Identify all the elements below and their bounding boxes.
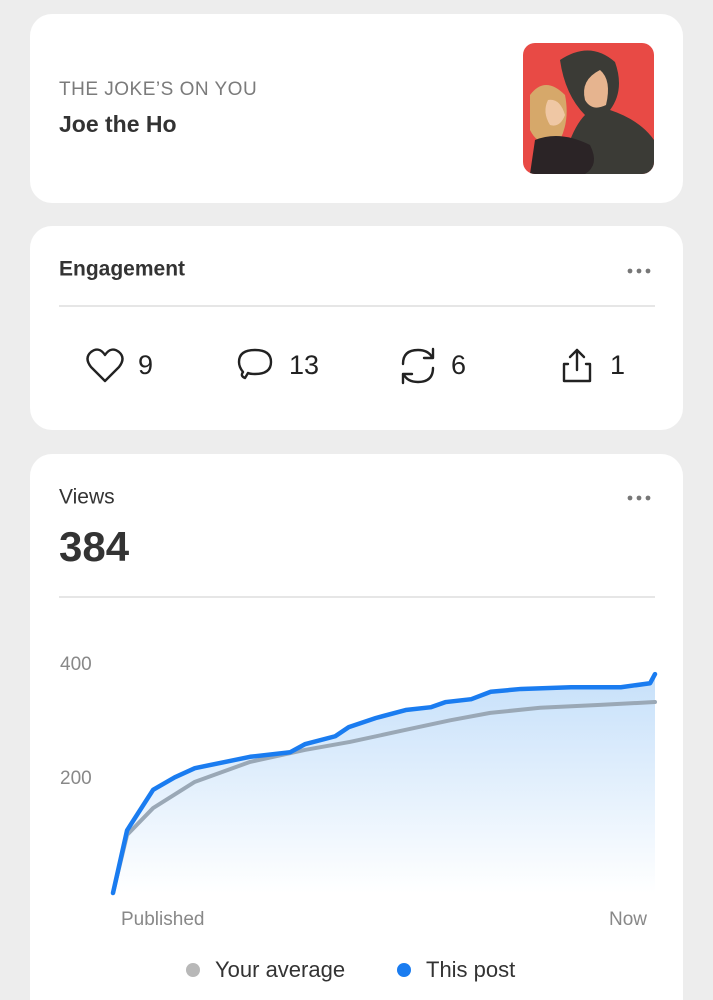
more-button[interactable]: [627, 495, 651, 501]
repost-icon[interactable]: [401, 347, 435, 385]
like-icon[interactable]: [86, 348, 124, 383]
y-tick-label: 200: [60, 768, 92, 789]
y-tick-label: 400: [60, 654, 92, 675]
legend-dot: [397, 963, 411, 977]
publication: THE JOKE’S ON YOU: [59, 79, 257, 100]
legend-label: This post: [426, 957, 515, 982]
thumbnail[interactable]: [523, 43, 654, 174]
legend-dot: [186, 963, 200, 977]
legend-label: Your average: [215, 957, 345, 982]
views-chart: 200 400 Published Now Your average This post: [60, 654, 658, 982]
x-tick-label: Published: [121, 909, 204, 930]
repost-count: 6: [451, 350, 466, 380]
x-tick-label: Now: [609, 909, 647, 930]
like-count: 9: [138, 350, 153, 380]
line: [111, 700, 657, 895]
share-icon[interactable]: [562, 348, 592, 383]
views-total: 384: [59, 523, 130, 570]
more-button[interactable]: [627, 268, 651, 274]
views-label: Views: [59, 486, 115, 509]
comment-icon[interactable]: [237, 348, 273, 380]
post-title: Joe the Ho: [59, 111, 177, 137]
engagement-card: [30, 226, 683, 430]
line: [110, 671, 658, 896]
share-count: 1: [610, 350, 625, 380]
post-card: [30, 14, 683, 203]
area: [113, 674, 655, 893]
engagement-title: Engagement: [59, 258, 185, 281]
comment-count: 13: [289, 350, 319, 380]
